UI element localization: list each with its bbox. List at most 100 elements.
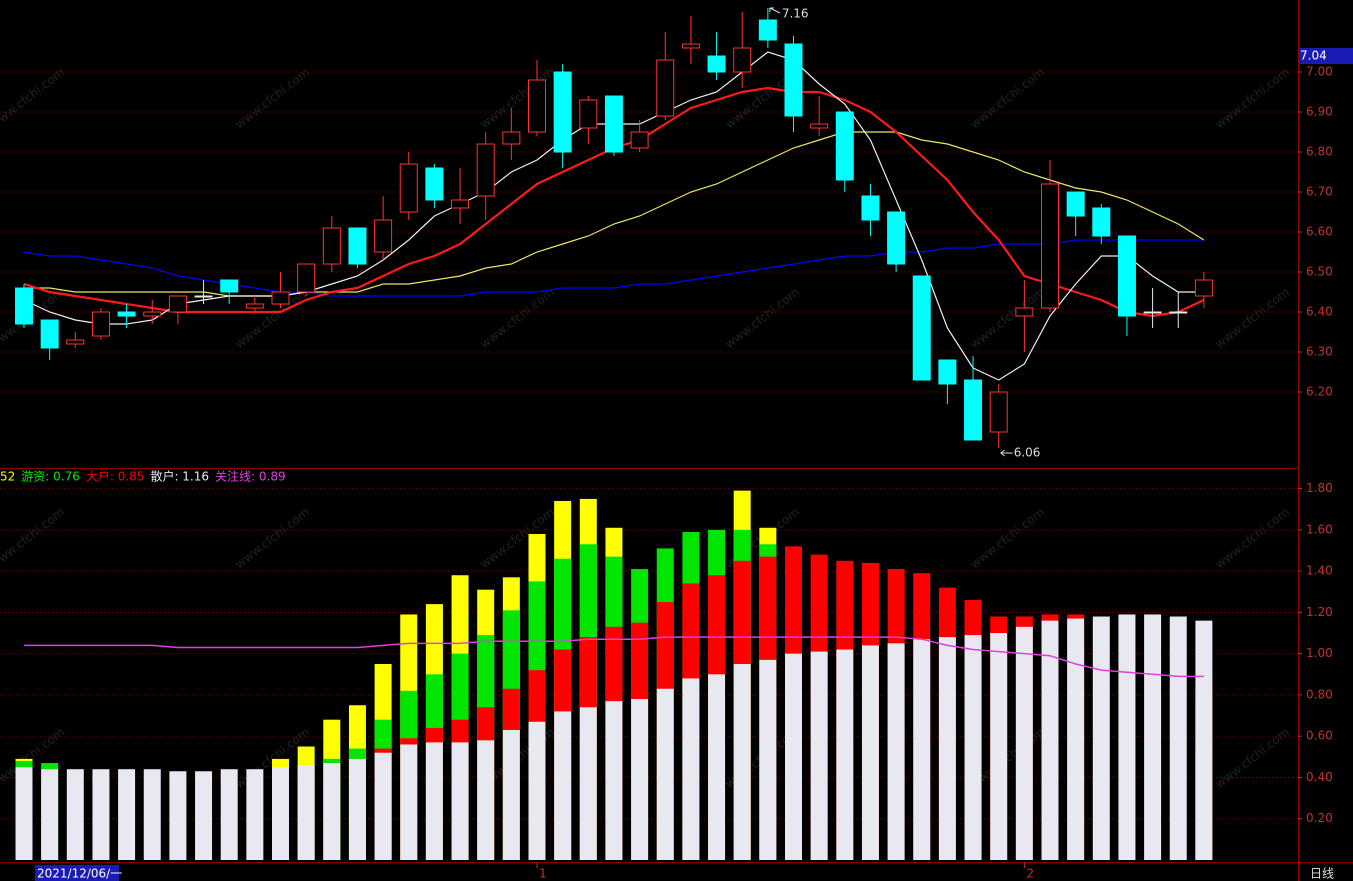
candle-body bbox=[66, 339, 85, 345]
bar bbox=[118, 769, 136, 860]
candle-body bbox=[1015, 307, 1034, 317]
bar bbox=[759, 659, 777, 860]
y-tick-label: 0.60 bbox=[1306, 729, 1333, 743]
candle-body bbox=[297, 263, 316, 293]
bar bbox=[502, 730, 520, 860]
candle-body bbox=[964, 379, 983, 441]
candle-body bbox=[40, 319, 59, 349]
bar bbox=[15, 767, 33, 860]
candle-body bbox=[758, 19, 777, 41]
bar bbox=[733, 663, 751, 860]
candle-body bbox=[91, 311, 110, 337]
candle-body bbox=[528, 79, 546, 133]
bar bbox=[656, 688, 674, 860]
candle-body bbox=[143, 311, 162, 317]
candle-body bbox=[1092, 207, 1111, 237]
candle-body bbox=[553, 71, 572, 153]
legend-entry: 游资: 0.76 bbox=[21, 470, 80, 484]
candle-body bbox=[271, 291, 290, 305]
bar bbox=[708, 674, 726, 860]
x-tick-label: 2 bbox=[1026, 867, 1034, 881]
candle-body bbox=[374, 219, 393, 253]
bar bbox=[425, 742, 443, 860]
moving-average bbox=[24, 131, 1205, 297]
bar bbox=[785, 653, 802, 860]
y-tick-label: 7.00 bbox=[1306, 65, 1333, 79]
bar bbox=[92, 769, 110, 860]
cursor-price-box bbox=[1299, 48, 1353, 64]
candle-body bbox=[1041, 183, 1059, 309]
bar bbox=[374, 752, 392, 860]
candle-body bbox=[707, 55, 726, 73]
bar bbox=[938, 637, 956, 860]
legend-entry: 52 bbox=[0, 470, 15, 484]
low-annotation: 6.06 bbox=[1014, 446, 1041, 460]
bar bbox=[528, 721, 546, 860]
candle-body bbox=[733, 47, 752, 73]
candle-body bbox=[1194, 279, 1213, 297]
bar bbox=[1015, 626, 1033, 860]
candle-body bbox=[861, 195, 880, 221]
bar bbox=[1118, 614, 1136, 860]
candle-body bbox=[604, 95, 623, 153]
y-tick-label: 6.40 bbox=[1306, 305, 1333, 319]
bar bbox=[836, 649, 854, 860]
candle-body bbox=[117, 311, 136, 317]
candle-body bbox=[912, 275, 931, 381]
candle-body bbox=[1117, 235, 1136, 317]
candle-body bbox=[399, 163, 418, 213]
attention-line bbox=[24, 636, 1204, 678]
bar bbox=[1092, 616, 1110, 860]
bar bbox=[220, 769, 238, 860]
candle-body bbox=[168, 295, 187, 313]
candle-body bbox=[579, 99, 598, 129]
y-tick-label: 6.90 bbox=[1306, 105, 1333, 119]
period-label: 日线 bbox=[1310, 867, 1334, 881]
bar bbox=[1144, 614, 1162, 860]
annotation-arrow bbox=[769, 7, 781, 14]
legend-entry: 大户: 0.85 bbox=[86, 469, 145, 484]
y-tick-label: 0.20 bbox=[1306, 811, 1333, 825]
candle-body bbox=[1143, 311, 1162, 314]
y-tick-label: 0.80 bbox=[1306, 687, 1333, 701]
bar bbox=[297, 765, 315, 860]
candle-body bbox=[810, 123, 829, 129]
bar bbox=[964, 635, 982, 860]
bar bbox=[1067, 618, 1085, 860]
candle-body bbox=[1066, 191, 1085, 217]
cursor-price: 7.04 bbox=[1300, 49, 1327, 63]
bar bbox=[41, 769, 59, 860]
bar bbox=[477, 740, 495, 860]
bar bbox=[323, 763, 341, 860]
candle-body bbox=[15, 287, 33, 325]
candle-body bbox=[245, 303, 264, 309]
bar bbox=[579, 707, 597, 860]
x-tick-label: 1 bbox=[539, 867, 547, 881]
bar bbox=[143, 769, 161, 860]
y-tick-label: 1.00 bbox=[1306, 646, 1333, 660]
bar bbox=[913, 639, 931, 860]
candle-body bbox=[1169, 311, 1188, 314]
bar bbox=[605, 701, 623, 860]
candle-body bbox=[681, 43, 700, 49]
y-tick-label: 6.60 bbox=[1306, 225, 1333, 239]
candle-body bbox=[194, 295, 213, 298]
bar bbox=[990, 633, 1008, 860]
legend-entry: 散户: 1.16 bbox=[150, 469, 209, 484]
y-tick-label: 1.60 bbox=[1306, 522, 1333, 536]
cursor-date-box bbox=[35, 865, 119, 881]
bar bbox=[169, 771, 187, 860]
high-annotation: 7.16 bbox=[782, 7, 809, 21]
candle-body bbox=[451, 199, 470, 209]
legend-entry: 关注线: 0.89 bbox=[215, 469, 286, 484]
y-tick-label: 6.70 bbox=[1306, 185, 1333, 199]
candle-body bbox=[989, 391, 1008, 433]
candle-body bbox=[630, 131, 649, 149]
marks: 7.16 6.06 bbox=[15, 7, 1213, 860]
bar bbox=[887, 643, 905, 860]
bar bbox=[631, 699, 649, 860]
axes: 7.00 6.90 6.80 6.70 6.60 6.50 6.40 6.30 6.20 7.04… bbox=[0, 48, 1353, 881]
y-tick-label: 6.30 bbox=[1306, 345, 1333, 359]
